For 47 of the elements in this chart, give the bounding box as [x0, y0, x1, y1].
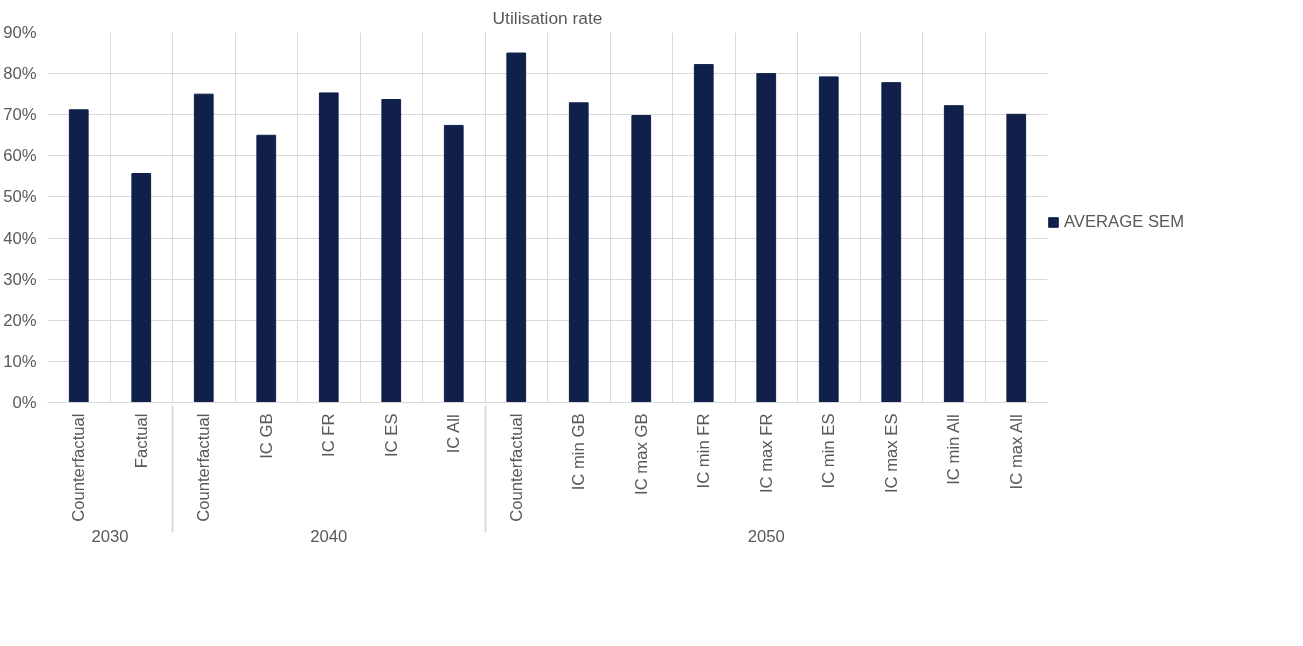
category-label: Counterfactual [506, 413, 526, 522]
bar [506, 52, 527, 403]
y-tick-label: 50% [3, 187, 37, 207]
category-label: 2030 [91, 526, 129, 546]
legend-label: AVERAGE SEM [1064, 212, 1185, 232]
bar [68, 109, 89, 403]
bar [1006, 113, 1027, 403]
bar [818, 76, 839, 403]
bar [568, 102, 589, 403]
category-label: IC max All [1006, 414, 1026, 490]
category-label: 2050 [747, 526, 785, 546]
y-tick-label: 40% [3, 228, 37, 248]
bar [943, 105, 964, 403]
bar [131, 173, 152, 403]
bar [256, 134, 277, 403]
bar [193, 93, 214, 403]
category-label: IC max FR [756, 413, 776, 494]
category-label: IC max GB [631, 413, 651, 495]
category-label: IC All [444, 414, 464, 454]
bar [381, 99, 402, 403]
bar [756, 73, 777, 403]
category-label: Counterfactual [194, 413, 214, 522]
category-label: IC ES [381, 413, 401, 457]
y-tick-label: 10% [3, 351, 37, 371]
bar [443, 124, 464, 403]
category-label: IC FR [319, 413, 339, 457]
y-tick-label: 90% [3, 23, 37, 42]
category-label: 2040 [310, 526, 348, 546]
y-tick-label: 60% [3, 146, 37, 166]
bar [631, 115, 652, 403]
y-tick-label: 20% [3, 310, 37, 330]
y-tick-label: 70% [3, 105, 37, 125]
bar [881, 82, 902, 403]
category-label: Counterfactual [69, 413, 89, 522]
category-label: IC min ES [819, 413, 839, 489]
category-label: IC GB [256, 413, 276, 459]
y-tick-label: 0% [12, 393, 37, 412]
bar [318, 92, 339, 403]
y-tick-label: 80% [3, 64, 37, 84]
category-label: IC min GB [569, 413, 589, 491]
category-label: IC min FR [694, 413, 714, 489]
category-label: IC min All [944, 414, 964, 485]
category-label: Factual [131, 413, 151, 469]
y-tick-label: 30% [3, 269, 37, 289]
category-label: IC max ES [881, 413, 901, 494]
chart-title: Utilisation rate [492, 7, 603, 28]
bar [693, 64, 714, 403]
